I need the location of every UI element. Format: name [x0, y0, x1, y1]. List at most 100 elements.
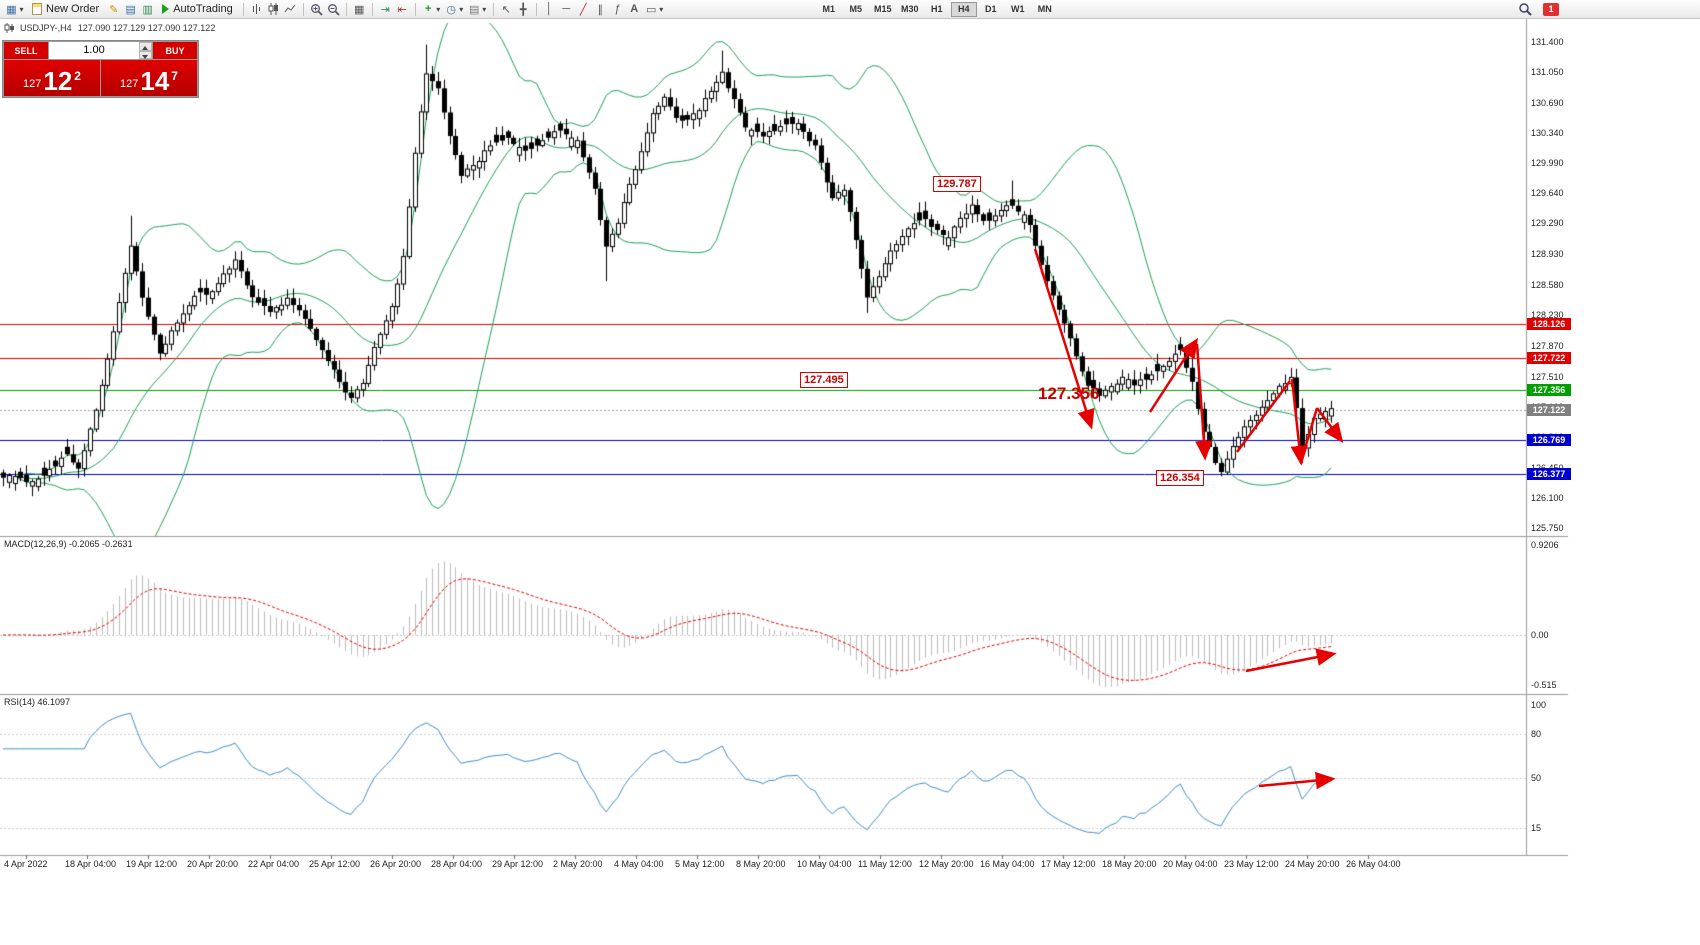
time-axis-label: 26 May 04:00	[1346, 859, 1401, 869]
lot-decrease-button[interactable]	[139, 50, 152, 59]
toolbar-separator	[535, 2, 537, 16]
macd-axis-label: -0.515	[1531, 680, 1557, 691]
new-order-button[interactable]: New Order	[26, 1, 105, 18]
cursor-icon[interactable]: ↖	[501, 3, 511, 16]
price-axis-label: 128.230	[1531, 309, 1564, 320]
indicators-icon[interactable]: +	[425, 3, 432, 15]
notification-badge[interactable]: 1	[1543, 2, 1559, 16]
text-icon[interactable]: A	[630, 3, 639, 15]
price-axis-label: 131.400	[1531, 37, 1564, 47]
toolbar-separator	[414, 2, 416, 16]
time-axis-label: 29 Apr 12:00	[492, 859, 544, 869]
navigator-icon[interactable]: ▥	[142, 3, 153, 16]
annotation-127495[interactable]: 127.495	[800, 372, 848, 388]
fibonacci-icon[interactable]: ƒ	[614, 3, 621, 15]
time-axis-label: 18 Apr 04:00	[65, 859, 117, 869]
timeframe-mn[interactable]: MN	[1032, 2, 1058, 17]
time-axis-label: 17 May 12:00	[1041, 859, 1096, 869]
rsi-axis-label: 15	[1531, 823, 1542, 834]
new-chart-icon[interactable]: ▦	[6, 3, 17, 16]
autotrading-label: AutoTrading	[173, 3, 233, 15]
price-axis-label: 128.930	[1531, 249, 1564, 260]
time-axis-label: 12 May 20:00	[919, 859, 974, 869]
equidistant-channel-icon[interactable]: ∥	[597, 3, 603, 16]
metaeditor-icon[interactable]: ✎	[109, 3, 119, 16]
search-icon[interactable]	[1516, 1, 1533, 18]
lot-spinner	[139, 42, 152, 59]
timeframe-d1[interactable]: D1	[978, 2, 1004, 17]
main-toolbar: ▦ ▾ New Order ✎ ▤ ▥ AutoTrading ▦	[0, 0, 1700, 19]
one-click-trading-panel: SELL 1.00 BUY 127 12 2 127 14 7	[2, 40, 199, 98]
candlestick-chart-icon[interactable]	[265, 1, 282, 18]
price-tag: 127.122	[1527, 403, 1571, 416]
price-tag: 128.126	[1527, 317, 1571, 330]
sell-button[interactable]: SELL	[4, 42, 48, 59]
price-axis-label: 130.340	[1531, 128, 1564, 139]
tile-windows-icon[interactable]: ▦	[354, 3, 365, 16]
sell-price-button[interactable]: 127 12 2	[4, 60, 100, 96]
zoom-out-icon[interactable]	[325, 1, 342, 18]
time-axis-label: 4 May 04:00	[614, 859, 664, 869]
toolbar-separator	[242, 2, 244, 16]
lot-size-field[interactable]: 1.00	[49, 42, 152, 59]
timeframe-h1[interactable]: H1	[924, 2, 950, 17]
time-axis-label: 16 May 04:00	[980, 859, 1035, 869]
rsi-axis-label: 50	[1531, 772, 1542, 783]
symbol-chart-icon	[4, 23, 14, 33]
bar-chart-icon[interactable]	[248, 1, 265, 18]
vertical-line-icon[interactable]: │	[545, 3, 553, 15]
time-axis-label: 25 Apr 12:00	[309, 859, 361, 869]
zoom-in-icon[interactable]	[308, 1, 325, 18]
time-axis-label: 8 May 20:00	[736, 859, 786, 869]
time-axis-label: 22 Apr 04:00	[248, 859, 300, 869]
timeframe-w1[interactable]: W1	[1005, 2, 1031, 17]
market-watch-icon[interactable]: ▤	[125, 3, 136, 16]
macd-label: MACD(12,26,9) -0.2065 -0.2631	[4, 539, 133, 549]
timeframe-m1[interactable]: M1	[816, 2, 842, 17]
periods-caret-icon[interactable]: ▾	[459, 4, 464, 14]
buy-price-pip: 7	[171, 69, 178, 83]
text-label-icon[interactable]: ▭	[646, 3, 657, 16]
buy-price-button[interactable]: 127 14 7	[101, 60, 197, 96]
annotation-129787[interactable]: 129.787	[933, 176, 981, 192]
sell-price-prefix: 127	[23, 78, 42, 90]
timeframe-m30[interactable]: M30	[897, 2, 923, 17]
line-chart-icon[interactable]	[282, 1, 299, 18]
chart-shift-icon[interactable]: ⇤	[397, 3, 407, 16]
auto-scroll-icon[interactable]: ⇥	[380, 3, 390, 16]
trendline-icon[interactable]: ╱	[579, 3, 587, 16]
timeframe-m5[interactable]: M5	[843, 2, 869, 17]
price-axis-label: 127.510	[1531, 371, 1564, 382]
buy-price-prefix: 127	[120, 78, 139, 90]
templates-icon[interactable]: ▤	[469, 3, 480, 16]
buy-button[interactable]: BUY	[153, 42, 197, 59]
lot-size-value[interactable]: 1.00	[83, 44, 105, 56]
toolbar-separator	[492, 2, 494, 16]
price-axis-label: 126.450	[1531, 463, 1564, 473]
timeframe-m15[interactable]: M15	[870, 2, 896, 17]
new-chart-caret-icon[interactable]: ▾	[19, 4, 24, 14]
horizontal-line-icon[interactable]: ─	[562, 3, 571, 15]
shapes-caret-icon[interactable]: ▾	[659, 4, 664, 14]
autotrading-button[interactable]: AutoTrading	[156, 1, 239, 18]
price-axis-label: 125.750	[1531, 522, 1564, 533]
price-axis-label: 127.870	[1531, 340, 1564, 351]
price-axis-label: 126.100	[1531, 492, 1564, 503]
price-tag: 126.377	[1527, 467, 1571, 480]
timeframe-h4[interactable]: H4	[950, 1, 977, 17]
annotation-126354[interactable]: 126.354	[1156, 470, 1204, 486]
rsi-axis-label: 80	[1531, 729, 1542, 739]
time-axis-label: 4 Apr 2022	[4, 859, 48, 869]
indicators-caret-icon[interactable]: ▾	[436, 4, 441, 14]
periods-icon[interactable]: ◷	[446, 3, 457, 16]
crosshair-icon[interactable]: ╋	[519, 3, 527, 16]
quote-line: USDJPY-,H4 127.090 127.129 127.090 127.1…	[4, 23, 215, 33]
annotation-127356-large[interactable]: 127.356	[1038, 384, 1100, 403]
templates-caret-icon[interactable]: ▾	[482, 4, 487, 14]
lot-increase-button[interactable]	[139, 42, 152, 51]
price-tag: 127.722	[1527, 352, 1571, 365]
price-tag: 127.356	[1527, 383, 1571, 396]
time-axis-label: 11 May 12:00	[858, 859, 912, 869]
